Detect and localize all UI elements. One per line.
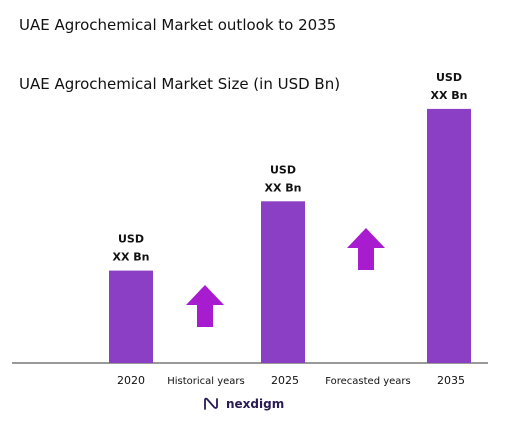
- data-label-line1-2020: USD: [118, 233, 144, 246]
- period-label-historical: Historical years: [167, 376, 245, 387]
- tick-label-2035: 2035: [437, 374, 465, 387]
- page-title: UAE Agrochemical Market outlook to 2035: [19, 16, 337, 34]
- data-label-line2-2025: XX Bn: [264, 181, 301, 194]
- data-label-line2-2020: XX Bn: [112, 251, 149, 264]
- bar-2020: [109, 270, 153, 363]
- tick-label-2020: 2020: [117, 374, 145, 387]
- data-label-line1-2025: USD: [270, 163, 296, 176]
- data-label-line2-2035: XX Bn: [430, 89, 467, 102]
- bar-2025: [261, 201, 305, 363]
- brand: nexdigm: [203, 397, 284, 411]
- bar-2035: [427, 108, 471, 364]
- tick-label-2025: 2025: [271, 374, 299, 387]
- brand-name: nexdigm: [226, 397, 285, 411]
- period-label-forecast: Forecasted years: [325, 376, 411, 387]
- growth-arrow-historical-icon: [186, 285, 224, 327]
- chart-title: UAE Agrochemical Market Size (in USD Bn): [19, 75, 341, 93]
- data-label-line1-2035: USD: [436, 71, 462, 84]
- growth-arrow-forecast-icon: [347, 228, 385, 270]
- nexdigm-logo-icon: [204, 397, 218, 410]
